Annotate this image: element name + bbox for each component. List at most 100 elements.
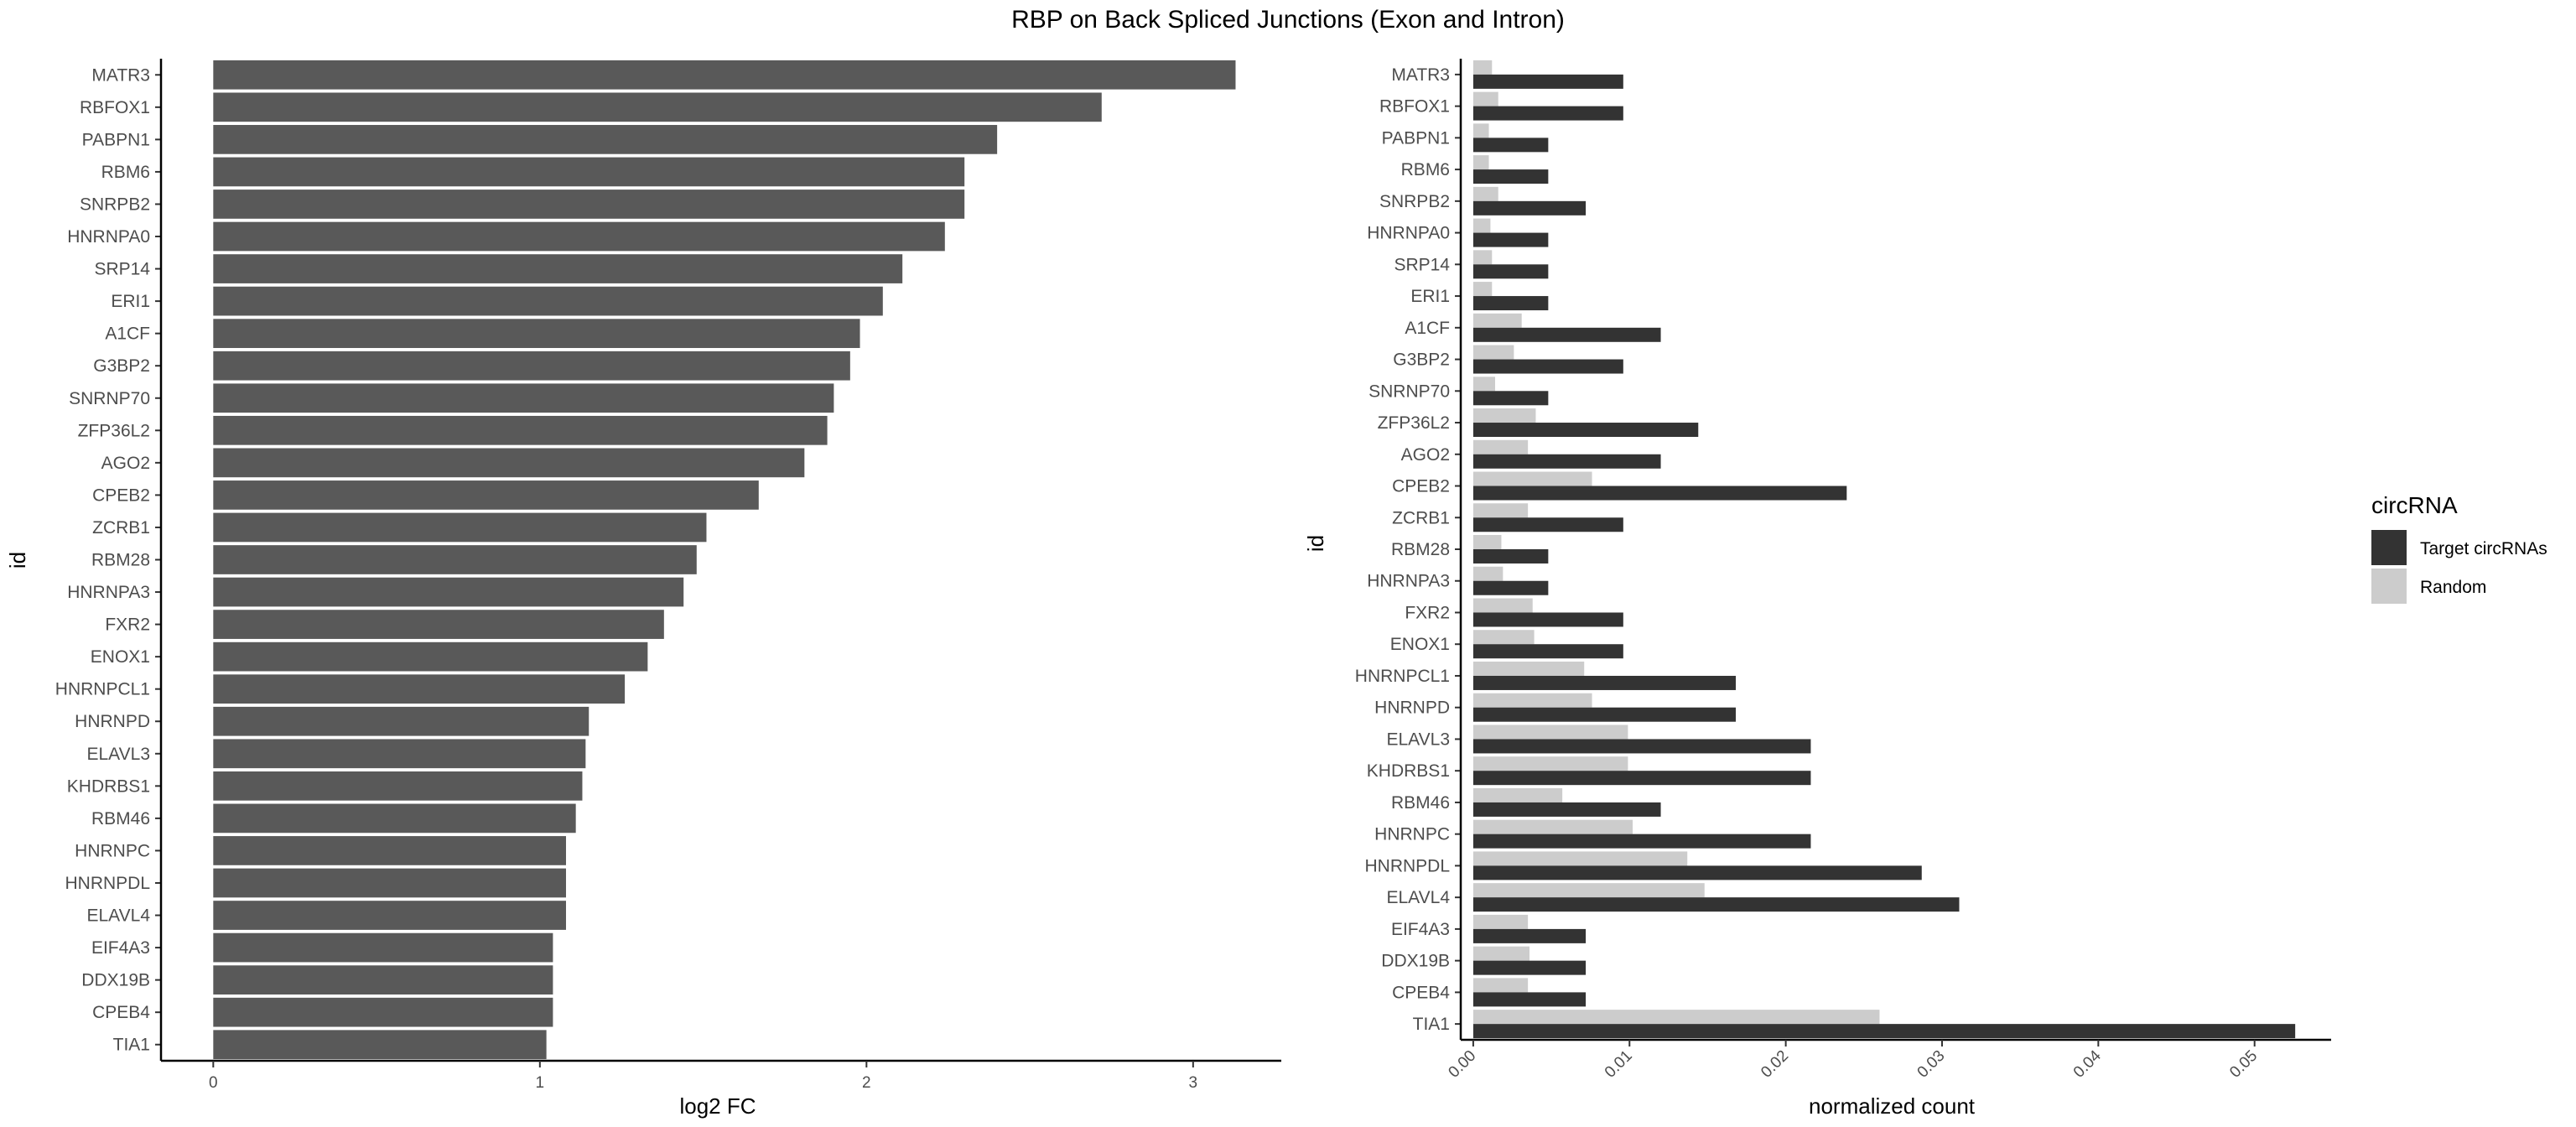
bar-target-hnrnpa3 [1472, 580, 1549, 595]
left-bar-panel: MATR3 RBFOX1 PABPN1 RBM6 SNRPB2 HNRNPA0 SRP14 E… [55, 59, 1281, 1092]
y-tick-label-rbfox1: RBFOX1 [1379, 97, 1450, 117]
bar-random-enox1 [1472, 630, 1535, 645]
bar-random-a1cf [1472, 313, 1522, 328]
bar-random-rbm28 [1472, 535, 1502, 549]
y-tick-label-cpeb4: CPEB4 [92, 1003, 150, 1022]
bar-pabpn1 [213, 125, 998, 154]
y-tick-label-rbm6: RBM6 [101, 163, 150, 182]
y-tick-label-enox1: ENOX1 [1390, 635, 1450, 654]
y-tick-label-a1cf: A1CF [105, 325, 150, 344]
bar-target-rbm46 [1472, 802, 1661, 817]
bar-hnrnpc [213, 836, 566, 865]
y-tick-label-ddx19b: DDX19B [1381, 952, 1450, 971]
bar-fxr2 [213, 610, 664, 639]
bar-khdrbs1 [213, 771, 583, 801]
y-tick-label-rbm6: RBM6 [1401, 160, 1450, 179]
y-tick-label-matr3: MATR3 [1391, 65, 1450, 85]
chart-title: RBP on Back Spliced Junctions (Exon and … [1011, 6, 1565, 34]
bar-target-elavl3 [1472, 739, 1811, 754]
x-tick-label: 0.01 [1602, 1047, 1636, 1082]
bar-random-cpeb4 [1472, 978, 1529, 993]
bar-rbm28 [213, 545, 697, 574]
y-tick-label-ago2: AGO2 [1401, 445, 1450, 465]
bar-target-matr3 [1472, 74, 1623, 89]
y-tick-label-eif4a3: EIF4A3 [1391, 920, 1450, 939]
bar-random-khdrbs1 [1472, 756, 1628, 771]
bar-hnrnpcl1 [213, 674, 626, 704]
y-tick-label-rbm28: RBM28 [91, 551, 150, 570]
bar-tia1 [213, 1030, 547, 1060]
bar-rbm6 [213, 157, 965, 187]
bar-target-elavl4 [1472, 897, 1960, 912]
bar-elavl3 [213, 739, 586, 769]
bar-random-srp14 [1472, 250, 1493, 265]
x-tick-label: 1 [536, 1074, 545, 1092]
bar-target-rbfox1 [1472, 106, 1623, 121]
y-tick-label-hnrnpd: HNRNPD [75, 712, 150, 731]
bar-target-pabpn1 [1472, 138, 1549, 153]
bar-target-ago2 [1472, 454, 1661, 469]
x-tick-label: 0.03 [1914, 1047, 1949, 1082]
y-tick-label-hnrnpc: HNRNPC [1374, 825, 1450, 844]
y-tick-label-khdrbs1: KHDRBS1 [1367, 761, 1450, 781]
y-tick-label-hnrnpa3: HNRNPA3 [67, 583, 150, 602]
y-tick-label-cpeb2: CPEB2 [92, 486, 150, 505]
y-tick-label-zcrb1: ZCRB1 [92, 518, 150, 538]
bar-target-srp14 [1472, 264, 1549, 279]
y-tick-label-hnrnpcl1: HNRNPCL1 [55, 680, 150, 699]
bar-target-hnrnpc [1472, 834, 1811, 849]
y-tick-label-hnrnpc: HNRNPC [75, 841, 150, 860]
y-tick-label-rbm46: RBM46 [91, 809, 150, 828]
x-tick-label: 2 [862, 1074, 871, 1092]
bar-ago2 [213, 448, 805, 478]
bar-random-g3bp2 [1472, 345, 1514, 360]
y-tick-label-srp14: SRP14 [1394, 255, 1450, 274]
bar-a1cf [213, 319, 860, 349]
bar-zfp36l2 [213, 415, 828, 445]
y-tick-label-hnrnpa0: HNRNPA0 [1367, 224, 1450, 243]
legend: circRNA Target circRNAs Random [2371, 492, 2547, 604]
x-tick-label: 0.00 [1445, 1047, 1479, 1082]
bar-target-fxr2 [1472, 612, 1623, 627]
legend-label-random: Random [2420, 578, 2486, 597]
bar-random-hnrnpdl [1472, 851, 1688, 866]
y-tick-label-tia1: TIA1 [113, 1036, 150, 1055]
bar-random-hnrnpd [1472, 693, 1592, 708]
legend-label-target: Target circRNAs [2420, 539, 2547, 558]
bar-target-enox1 [1472, 644, 1623, 659]
bar-srp14 [213, 254, 903, 283]
bar-target-rbm28 [1472, 549, 1549, 564]
y-tick-label-tia1: TIA1 [1413, 1015, 1450, 1034]
bar-random-tia1 [1472, 1010, 1880, 1025]
y-tick-label-zfp36l2: ZFP36L2 [78, 421, 150, 440]
y-tick-label-zcrb1: ZCRB1 [1392, 508, 1450, 527]
y-tick-label-ddx19b: DDX19B [81, 971, 150, 990]
y-tick-label-ago2: AGO2 [101, 454, 150, 473]
bar-target-snrpb2 [1472, 200, 1587, 216]
bar-random-pabpn1 [1472, 123, 1489, 138]
legend-swatch-random [2371, 569, 2407, 604]
y-tick-label-srp14: SRP14 [94, 260, 150, 279]
bar-random-hnrnpa3 [1472, 566, 1504, 581]
y-tick-label-snrnp70: SNRNP70 [69, 389, 150, 408]
y-tick-label-matr3: MATR3 [91, 65, 150, 85]
bar-hnrnpa0 [213, 221, 945, 252]
bar-random-eif4a3 [1472, 914, 1529, 929]
bar-target-eri1 [1472, 296, 1549, 311]
y-tick-label-elavl4: ELAVL4 [1387, 888, 1451, 907]
bar-enox1 [213, 641, 648, 672]
left-y-axis-title: id [5, 552, 30, 569]
bar-random-zfp36l2 [1472, 408, 1536, 423]
y-tick-label-cpeb4: CPEB4 [1392, 983, 1450, 1002]
bar-target-zfp36l2 [1472, 423, 1699, 438]
bar-random-elavl3 [1472, 724, 1628, 740]
bar-ddx19b [213, 965, 553, 995]
bar-elavl4 [213, 901, 566, 930]
bar-random-eri1 [1472, 282, 1493, 297]
y-tick-label-g3bp2: G3BP2 [1393, 351, 1450, 370]
right-x-axis-title: normalized count [1809, 1093, 1976, 1119]
bar-random-rbm6 [1472, 155, 1489, 170]
y-tick-label-enox1: ENOX1 [91, 647, 150, 667]
bar-random-rbfox1 [1472, 91, 1498, 106]
y-tick-label-snrpb2: SNRPB2 [1379, 192, 1450, 211]
